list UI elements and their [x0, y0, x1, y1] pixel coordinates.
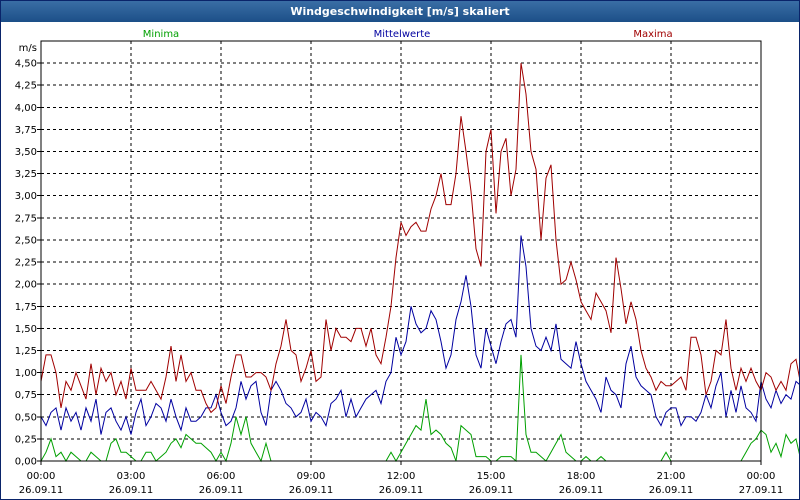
x-tick-time: 03:00 [117, 471, 146, 482]
y-tick-label: 3,00 [15, 191, 37, 202]
window-title: Windgeschwindigkeit [m/s] skaliert [1, 1, 799, 22]
x-tick-time: 15:00 [477, 471, 506, 482]
x-tick-date: 26.09.11 [109, 485, 154, 496]
y-tick-label: 2,25 [15, 258, 37, 269]
y-tick-label: 1,00 [15, 368, 37, 379]
x-tick-date: 26.09.11 [19, 485, 64, 496]
y-tick-label: 3,25 [15, 169, 37, 180]
y-tick-label: 0,75 [15, 390, 37, 401]
x-tick-date: 26.09.11 [379, 485, 424, 496]
y-tick-label: 4,50 [15, 59, 37, 70]
x-tick-time: 06:00 [207, 471, 236, 482]
x-tick-date: 27.09.11 [739, 485, 784, 496]
x-tick-date: 26.09.11 [649, 485, 694, 496]
legend-mittelwerte: Mittelwerte [374, 29, 431, 40]
legend-maxima: Maxima [633, 29, 672, 40]
y-tick-label: 0,25 [15, 434, 37, 445]
x-tick-time: 09:00 [297, 471, 326, 482]
y-tick-label: 1,25 [15, 346, 37, 357]
y-tick-label: 2,75 [15, 213, 37, 224]
y-tick-label: 0,00 [15, 457, 37, 468]
series-line-minima [40, 354, 799, 463]
x-tick-time: 00:00 [27, 471, 56, 482]
x-tick-time: 18:00 [567, 471, 596, 482]
x-tick-date: 26.09.11 [559, 485, 604, 496]
y-axis-label: m/s [19, 43, 37, 54]
x-tick-time: 12:00 [387, 471, 416, 482]
plot-frame [40, 40, 762, 462]
y-tick-label: 3,75 [15, 125, 37, 136]
chart-area: 0,00 0,25 0,50 0,75 1,00 1,25 1,50 1,75 2,00 2,25… [15, 29, 799, 496]
x-tick-date: 26.09.11 [469, 485, 514, 496]
x-tick-date: 26.09.11 [289, 485, 334, 496]
y-tick-label: 2,00 [15, 280, 37, 291]
y-tick-label: 0,50 [15, 412, 37, 423]
x-tick-time: 21:00 [657, 471, 686, 482]
series-line-maxima [40, 63, 799, 414]
y-tick-label: 4,25 [15, 81, 37, 92]
legend-minima: Minima [143, 29, 179, 40]
y-tick-label: 4,00 [15, 103, 37, 114]
y-tick-label: 1,75 [15, 302, 37, 313]
y-tick-label: 3,50 [15, 147, 37, 158]
series-line-mittelwerte [40, 235, 799, 435]
y-tick-label: 1,50 [15, 324, 37, 335]
y-tick-label: 2,50 [15, 235, 37, 246]
x-tick-time: 00:00 [747, 471, 776, 482]
x-tick-date: 26.09.11 [199, 485, 244, 496]
